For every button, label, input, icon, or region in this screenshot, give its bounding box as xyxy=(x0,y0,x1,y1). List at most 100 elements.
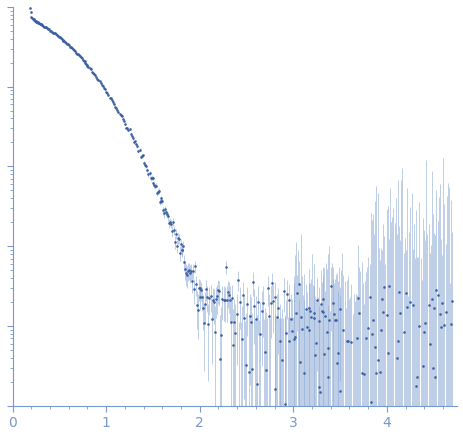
Point xyxy=(221,264,229,271)
Point xyxy=(431,373,438,380)
Point xyxy=(76,53,83,60)
Point xyxy=(336,305,343,312)
Point xyxy=(382,311,389,318)
Point xyxy=(267,300,275,307)
Point xyxy=(217,331,225,338)
Point xyxy=(252,316,259,323)
Point xyxy=(310,314,317,321)
Point xyxy=(181,266,188,273)
Point xyxy=(166,218,174,225)
Point xyxy=(29,15,37,22)
Point xyxy=(432,286,439,293)
Point xyxy=(356,415,363,422)
Point xyxy=(28,14,36,21)
Point xyxy=(109,99,116,106)
Point xyxy=(87,66,94,73)
Point xyxy=(47,28,55,35)
Point xyxy=(287,316,294,323)
Point xyxy=(78,55,85,62)
Point xyxy=(318,309,325,316)
Point xyxy=(415,323,422,330)
Point xyxy=(278,357,285,364)
Point xyxy=(31,16,38,23)
Point xyxy=(372,369,379,376)
Point xyxy=(94,75,101,82)
Point xyxy=(314,317,321,324)
Point xyxy=(144,166,151,173)
Point xyxy=(40,23,47,30)
Point xyxy=(30,16,37,23)
Point xyxy=(163,211,170,218)
Point xyxy=(262,367,269,374)
Point xyxy=(171,238,178,245)
Point xyxy=(46,27,54,34)
Point xyxy=(129,135,136,142)
Point xyxy=(441,308,448,315)
Point xyxy=(312,340,319,347)
Point xyxy=(179,243,187,250)
Point xyxy=(395,309,403,316)
Point xyxy=(32,18,40,25)
Point xyxy=(322,329,330,336)
Point xyxy=(25,0,33,6)
Point xyxy=(268,280,275,287)
Point xyxy=(197,287,204,294)
Point xyxy=(187,267,194,274)
Point xyxy=(27,9,34,16)
Point xyxy=(107,95,114,102)
Point xyxy=(54,32,61,39)
Point xyxy=(36,21,44,28)
Point xyxy=(154,188,161,195)
Point xyxy=(224,288,231,295)
Point xyxy=(134,148,142,155)
Point xyxy=(123,124,131,131)
Point xyxy=(168,228,175,235)
Point xyxy=(128,132,135,139)
Point xyxy=(194,306,201,313)
Point xyxy=(190,285,197,292)
Point xyxy=(191,263,198,270)
Point xyxy=(25,0,32,1)
Point xyxy=(420,319,428,326)
Point xyxy=(238,335,245,342)
Point xyxy=(81,58,88,65)
Point xyxy=(249,279,256,286)
Point xyxy=(332,316,339,323)
Point xyxy=(269,298,276,305)
Point xyxy=(52,31,59,38)
Point xyxy=(265,313,272,320)
Point xyxy=(156,195,164,202)
Point xyxy=(149,180,156,187)
Point xyxy=(261,349,268,356)
Point xyxy=(323,374,331,381)
Point xyxy=(383,349,391,356)
Point xyxy=(59,36,66,43)
Point xyxy=(183,272,191,279)
Point xyxy=(130,139,138,146)
Point xyxy=(60,38,67,45)
Point xyxy=(80,57,87,64)
Point xyxy=(354,294,361,301)
Point xyxy=(195,284,203,291)
Point xyxy=(173,242,180,249)
Point xyxy=(242,361,250,368)
Point xyxy=(144,171,152,178)
Point xyxy=(380,283,387,290)
Point xyxy=(316,388,323,395)
Point xyxy=(447,320,454,327)
Point xyxy=(321,313,328,320)
Point xyxy=(194,285,202,292)
Point xyxy=(62,39,69,46)
Point xyxy=(45,26,53,33)
Point xyxy=(42,24,49,31)
Point xyxy=(319,296,326,303)
Point xyxy=(152,182,159,189)
Point xyxy=(159,207,167,214)
Point xyxy=(185,267,193,274)
Point xyxy=(70,47,77,54)
Point xyxy=(94,77,102,84)
Point xyxy=(279,288,287,295)
Point xyxy=(258,299,266,306)
Point xyxy=(273,313,280,320)
Point xyxy=(412,383,419,390)
